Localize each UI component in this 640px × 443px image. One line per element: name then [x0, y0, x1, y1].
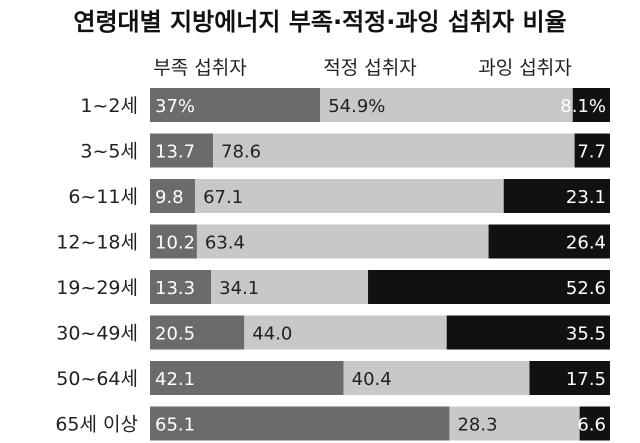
bar-segment-2 — [574, 133, 610, 168]
chart-title: 연령대별 지방에너지 부족·적정·과잉 섭취자 비율 — [73, 8, 566, 36]
value-label-0: 37% — [155, 96, 195, 117]
value-label-0: 20.5 — [155, 324, 195, 345]
value-label-1: 40.4 — [352, 369, 392, 390]
value-label-2: 23.1 — [566, 187, 606, 208]
bar-segment-2 — [529, 361, 610, 395]
value-label-1: 34.1 — [219, 278, 259, 299]
bar-segment-0 — [150, 270, 212, 304]
bar-segment-0 — [150, 315, 245, 350]
value-label-2: 17.5 — [566, 369, 606, 390]
category-label: 50~64세 — [56, 368, 138, 390]
value-label-0: 10.2 — [155, 233, 195, 254]
value-label-2: 6.6 — [577, 415, 606, 436]
category-label: 30~49세 — [56, 323, 138, 345]
bar-segment-1 — [449, 406, 580, 441]
category-label: 1~2세 — [80, 95, 138, 117]
legend: 부족 섭취자 적정 섭취자 과잉 섭취자 — [153, 57, 571, 79]
bar-segment-1 — [195, 179, 504, 213]
bar-segment-2 — [579, 406, 610, 441]
value-label-0: 42.1 — [155, 369, 195, 390]
bar-segment-1 — [320, 88, 573, 122]
value-label-0: 13.3 — [155, 278, 195, 299]
bar-segment-0 — [150, 224, 197, 259]
bars — [150, 88, 610, 441]
bar-segment-1 — [244, 315, 447, 350]
value-label-1: 63.4 — [205, 233, 245, 254]
category-label: 12~18세 — [56, 232, 138, 254]
category-label: 65세 이상 — [55, 414, 138, 436]
legend-label-1: 적정 섭취자 — [323, 57, 416, 79]
bar-segment-1 — [343, 361, 530, 395]
bar-segment-1 — [196, 224, 489, 259]
value-label-2: 26.4 — [566, 233, 606, 254]
value-label-2: 35.5 — [566, 324, 606, 345]
value-label-0: 9.8 — [155, 187, 184, 208]
bar-segment-0 — [150, 361, 344, 395]
category-label: 3~5세 — [80, 141, 138, 163]
bar-segment-1 — [211, 270, 369, 304]
bar-segment-0 — [150, 133, 214, 168]
value-label-1: 44.0 — [252, 324, 292, 345]
value-label-2: 7.7 — [577, 142, 606, 163]
value-label-2: 52.6 — [566, 278, 606, 299]
bar-segment-2 — [368, 270, 610, 304]
category-label: 19~29세 — [56, 277, 138, 299]
bar-segment-1 — [213, 133, 575, 168]
bar-segment-2 — [446, 315, 610, 350]
bar-segment-0 — [150, 179, 196, 213]
bar-segment-2 — [572, 88, 610, 122]
bar-segment-2 — [488, 224, 610, 259]
value-label-1: 67.1 — [203, 187, 243, 208]
category-labels: 1~2세 3~5세 6~11세 12~18세 19~29세 30~49세 50~64세 65세… — [55, 95, 138, 436]
bar-segment-2 — [503, 179, 610, 213]
value-label-0: 13.7 — [155, 142, 195, 163]
bar-segment-0 — [150, 88, 321, 122]
legend-label-2: 과잉 섭취자 — [478, 57, 571, 79]
value-label-0: 65.1 — [155, 415, 195, 436]
value-label-1: 54.9% — [328, 96, 385, 117]
value-label-1: 78.6 — [221, 142, 261, 163]
bar-segment-0 — [150, 406, 450, 441]
category-label: 6~11세 — [68, 186, 138, 208]
value-label-2: 8.1% — [560, 96, 606, 117]
legend-label-0: 부족 섭취자 — [153, 57, 246, 79]
value-labels: 37% 54.9% 8.1% 13.7 78.6 7.7 9.8 67.1 23.1 10.2 63… — [155, 96, 606, 436]
value-label-1: 28.3 — [457, 415, 497, 436]
